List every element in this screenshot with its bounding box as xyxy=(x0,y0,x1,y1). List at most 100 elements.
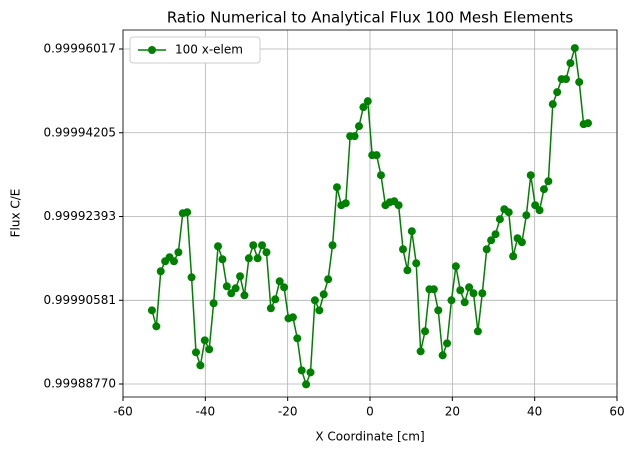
marker xyxy=(363,97,372,106)
y-axis-label: Flux C/E xyxy=(9,189,23,238)
marker xyxy=(293,334,302,343)
marker xyxy=(412,259,421,268)
x-tick-label: 0 xyxy=(366,405,374,419)
marker xyxy=(354,122,363,131)
marker xyxy=(240,291,249,300)
marker xyxy=(575,78,584,87)
marker xyxy=(407,227,416,236)
marker xyxy=(205,345,214,354)
legend-marker xyxy=(148,46,156,54)
marker xyxy=(310,296,319,305)
marker xyxy=(280,283,289,292)
y-tick-label: 0.99994205 xyxy=(43,125,116,139)
marker xyxy=(209,299,218,308)
marker xyxy=(443,339,452,348)
marker xyxy=(509,252,518,261)
legend-label: 100 x-elem xyxy=(175,43,243,57)
marker xyxy=(429,285,438,294)
marker xyxy=(478,289,487,298)
marker xyxy=(376,171,385,180)
marker xyxy=(244,254,253,263)
x-tick-label: 20 xyxy=(445,405,460,419)
chart-title: Ratio Numerical to Analytical Flux 100 M… xyxy=(167,9,574,27)
x-tick-label: -20 xyxy=(278,405,298,419)
marker xyxy=(447,296,456,305)
marker xyxy=(403,266,412,275)
marker xyxy=(174,248,183,257)
marker xyxy=(147,306,156,315)
marker xyxy=(522,211,531,220)
marker xyxy=(266,304,275,313)
marker xyxy=(350,132,359,141)
marker xyxy=(288,313,297,322)
marker xyxy=(324,275,333,284)
marker xyxy=(495,215,504,224)
marker xyxy=(214,242,223,251)
legend-box xyxy=(129,36,261,64)
marker xyxy=(262,248,271,257)
y-tick-label: 0.99992393 xyxy=(43,209,116,223)
marker xyxy=(187,273,196,282)
marker xyxy=(275,277,284,286)
y-tick-label: 0.99996017 xyxy=(43,41,116,55)
series-line xyxy=(151,47,589,387)
marker xyxy=(535,206,544,215)
marker xyxy=(434,306,443,315)
x-axis-label: X Coordinate [cm] xyxy=(315,430,424,444)
marker xyxy=(372,151,381,160)
marker xyxy=(319,290,328,299)
marker xyxy=(315,306,324,315)
marker xyxy=(460,298,469,307)
marker xyxy=(196,361,205,370)
marker xyxy=(544,177,553,186)
x-tick-label: 40 xyxy=(527,405,542,419)
marker xyxy=(271,295,280,304)
marker xyxy=(399,245,408,254)
marker xyxy=(222,282,231,291)
marker xyxy=(156,267,165,276)
marker xyxy=(359,103,368,112)
marker xyxy=(306,368,315,377)
marker xyxy=(183,208,192,217)
marker xyxy=(566,59,575,68)
marker xyxy=(152,322,161,331)
marker xyxy=(297,366,306,375)
marker xyxy=(328,241,337,250)
x-tick-label: -60 xyxy=(113,405,133,419)
marker xyxy=(482,245,491,254)
plot-frame xyxy=(122,29,618,398)
marker xyxy=(231,284,240,293)
marker xyxy=(570,44,579,53)
y-tick-label: 0.99990581 xyxy=(43,293,116,307)
marker xyxy=(548,100,557,109)
marker xyxy=(332,183,341,192)
marker xyxy=(394,201,403,210)
x-tick-label: -40 xyxy=(196,405,216,419)
x-tick-label: 60 xyxy=(609,405,624,419)
marker xyxy=(341,199,350,208)
marker xyxy=(584,119,593,128)
marker xyxy=(456,286,465,295)
marker xyxy=(526,171,535,180)
marker xyxy=(451,262,460,271)
marker xyxy=(491,230,500,239)
marker xyxy=(258,241,267,250)
marker xyxy=(561,75,570,84)
marker xyxy=(553,88,562,97)
marker xyxy=(302,380,311,389)
marker xyxy=(473,327,482,336)
marker xyxy=(416,347,425,356)
marker xyxy=(539,185,548,194)
marker xyxy=(249,241,258,250)
y-tick-label: 0.99988770 xyxy=(43,377,116,391)
marker xyxy=(253,254,262,263)
marker xyxy=(169,257,178,266)
marker xyxy=(465,283,474,292)
marker xyxy=(469,289,478,298)
marker xyxy=(421,327,430,336)
marker xyxy=(191,348,200,357)
marker xyxy=(487,236,496,245)
marker xyxy=(236,272,245,281)
marker xyxy=(438,351,447,360)
marker xyxy=(504,208,513,217)
